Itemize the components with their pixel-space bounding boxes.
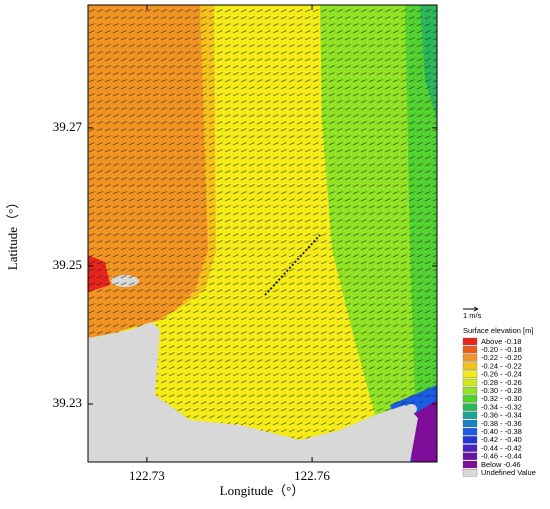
legend-label: -0.26 - -0.24: [481, 370, 522, 379]
legend-swatch: [462, 460, 478, 469]
x-tick-label: 122.76: [294, 468, 330, 483]
legend-swatch: [462, 411, 478, 419]
legend-swatch: [462, 436, 478, 444]
legend-swatch: [462, 395, 478, 403]
legend-swatch: [462, 428, 478, 436]
legend-swatch: [462, 452, 478, 460]
legend-label: -0.22 - -0.20: [481, 353, 522, 362]
legend-swatch: [462, 337, 478, 346]
legend-title: Surface elevation [m]: [463, 326, 533, 335]
land: [88, 322, 418, 462]
legend-label: -0.28 - -0.26: [481, 378, 522, 387]
legend-label: Below -0.46: [481, 460, 521, 469]
y-tick-label: 39.27: [53, 119, 83, 134]
legend-label: -0.42 - -0.40: [481, 435, 522, 444]
scale-arrow-head: [473, 306, 479, 312]
map-field: [88, 5, 437, 462]
legend-label: Undefined Value: [481, 468, 536, 477]
x-tick-label: 122.73: [129, 468, 165, 483]
legend-swatch: [462, 387, 478, 395]
legend-label: -0.38 - -0.36: [481, 419, 522, 428]
legend-swatch: [462, 370, 478, 378]
legend-label: -0.40 - -0.38: [481, 427, 522, 436]
velocity-vectors: [88, 5, 437, 440]
x-axis-label: Longitude（°）: [220, 483, 305, 498]
legend-swatch: [462, 469, 478, 477]
vector-ridge: [264, 234, 321, 296]
legend-swatch: [462, 362, 478, 370]
legend-label: -0.34 - -0.32: [481, 402, 522, 411]
y-axis-label: Latitude（°）: [5, 196, 20, 271]
legend-label: -0.32 - -0.30: [481, 394, 522, 403]
legend-label: -0.30 - -0.28: [481, 386, 522, 395]
legend-swatch: [462, 346, 478, 354]
legend-swatch: [462, 403, 478, 411]
legend-label: -0.20 - -0.18: [481, 345, 522, 354]
island: [405, 404, 417, 414]
legend-swatch: [462, 419, 478, 428]
legend-swatch: [462, 354, 478, 362]
plot-frame: [87, 4, 438, 463]
legend-swatch: [462, 378, 478, 387]
legend: 1 m/s Surface elevation [m]: [463, 306, 533, 335]
legend-label: -0.46 - -0.44: [481, 452, 522, 461]
legend-label: -0.36 - -0.34: [481, 411, 522, 420]
legend-swatch: [462, 444, 478, 452]
legend-label: Above -0.18: [481, 337, 521, 346]
scale-label: 1 m/s: [463, 311, 482, 320]
y-tick-label: 39.25: [53, 257, 82, 272]
legend-label: -0.24 - -0.22: [481, 361, 522, 370]
y-tick-label: 39.23: [53, 395, 82, 410]
legend-label: -0.44 - -0.42: [481, 443, 522, 452]
